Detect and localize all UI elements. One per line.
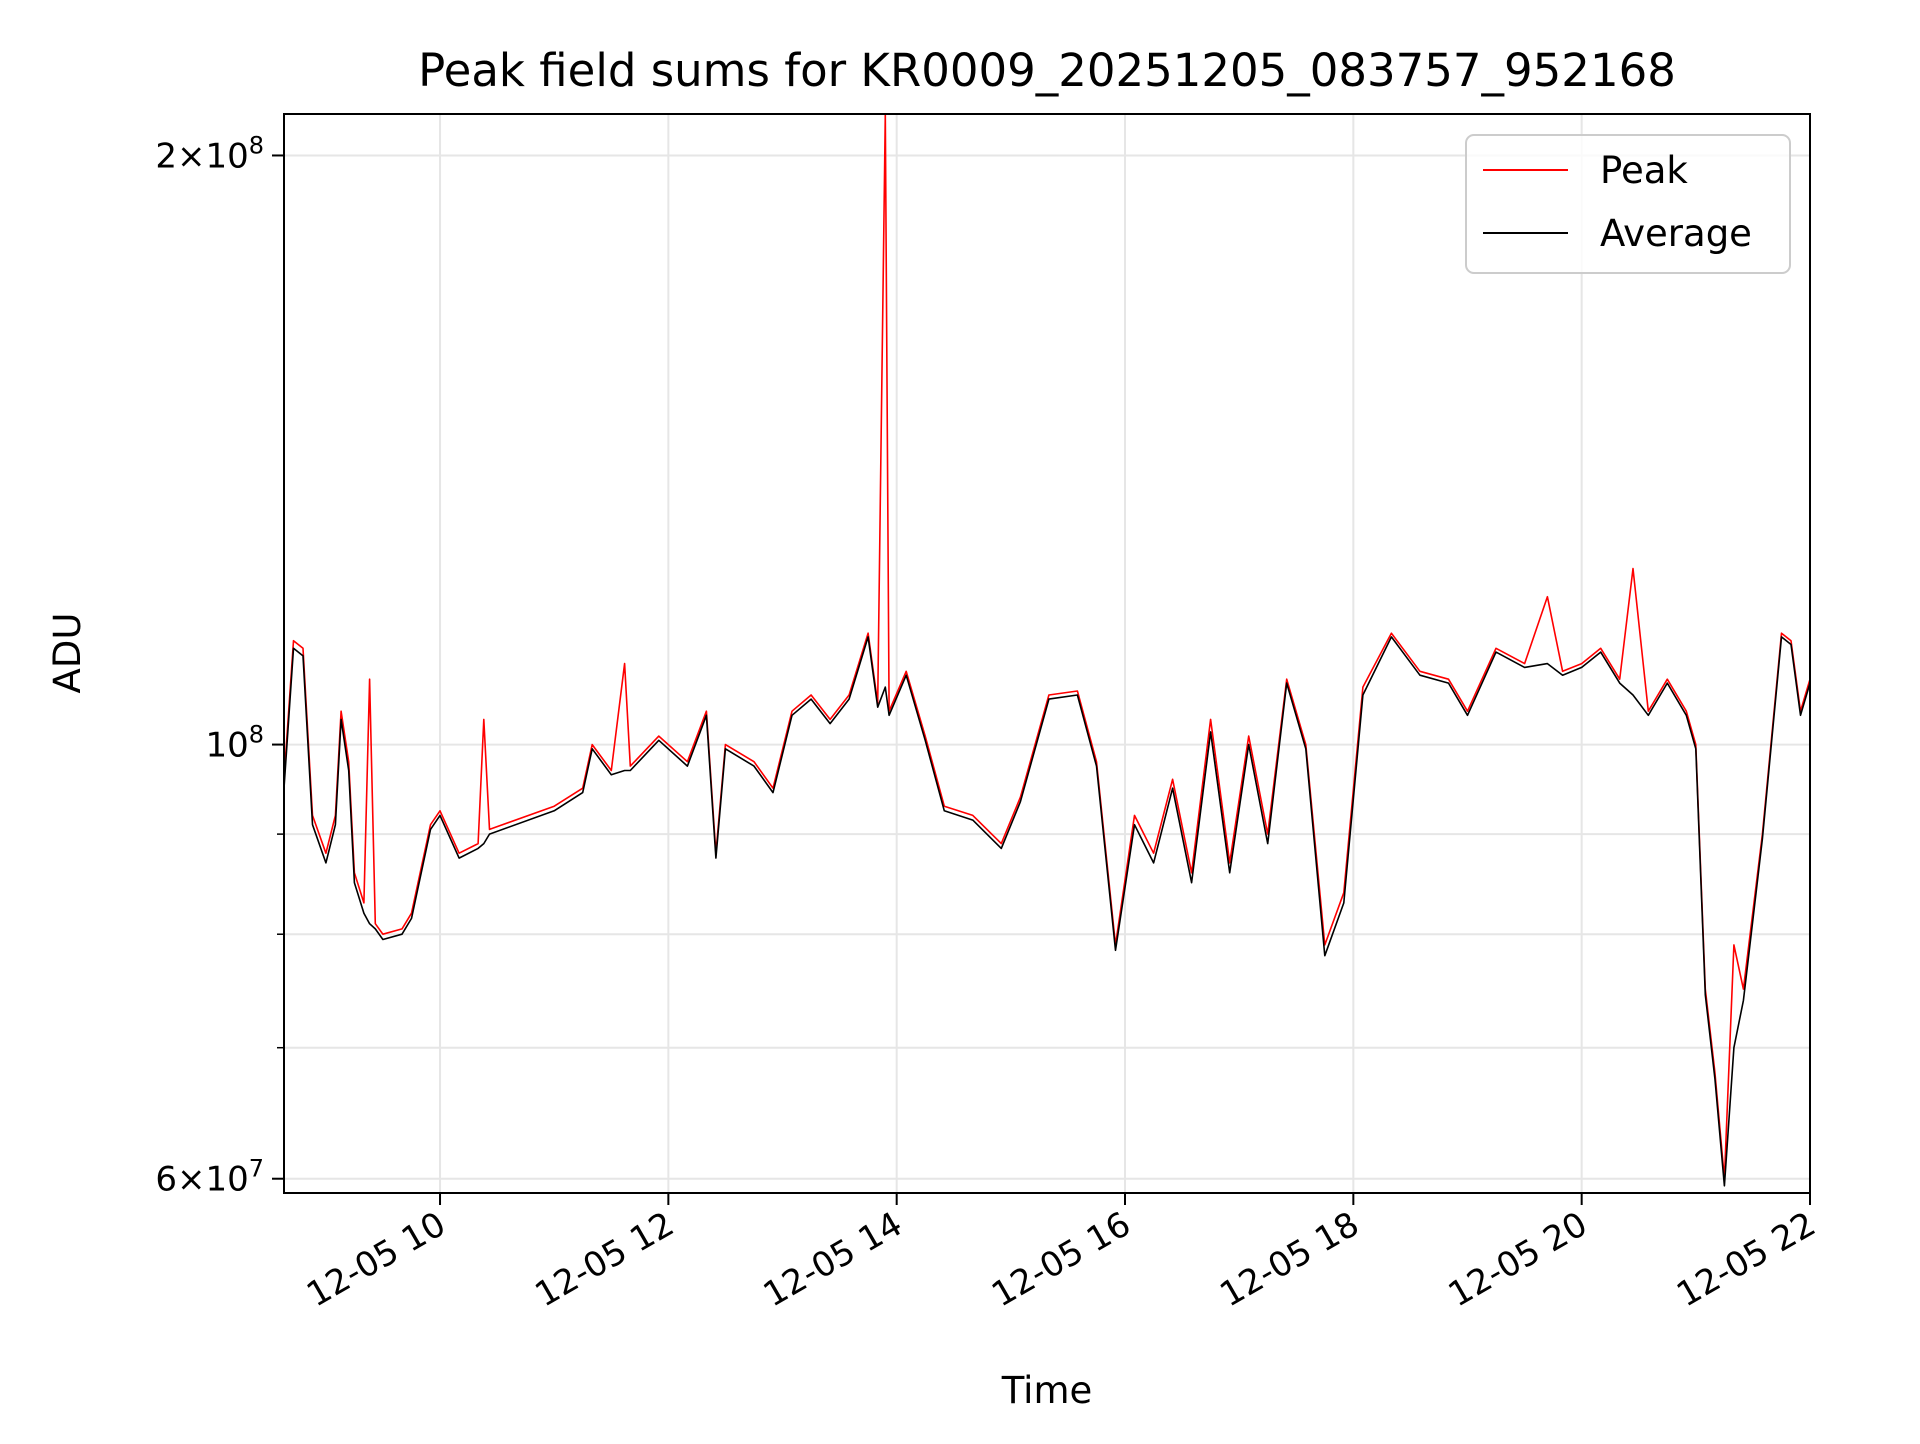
legend: Peak Average — [1465, 134, 1791, 274]
x-axis-label: Time — [1001, 1369, 1093, 1412]
legend-peak-label: Peak — [1600, 149, 1688, 192]
y-tick-label: 6×107 — [155, 1155, 264, 1200]
y-tick-label: 108 — [205, 721, 264, 766]
plot-frame — [283, 113, 1811, 1194]
series-line-peak — [283, 113, 1811, 1180]
chart-title: Peak field sums for KR0009_20251205_0837… — [418, 44, 1676, 97]
y-axis-ticks: 6×107 108 2×108 — [155, 131, 284, 1200]
series-layer — [283, 113, 1811, 1187]
y-axis-label: ADU — [46, 613, 89, 694]
y-tick-label: 2×108 — [155, 131, 264, 176]
legend-average-label: Average — [1600, 212, 1752, 255]
grid-layer — [284, 114, 1811, 1193]
series-line-average — [283, 636, 1811, 1187]
